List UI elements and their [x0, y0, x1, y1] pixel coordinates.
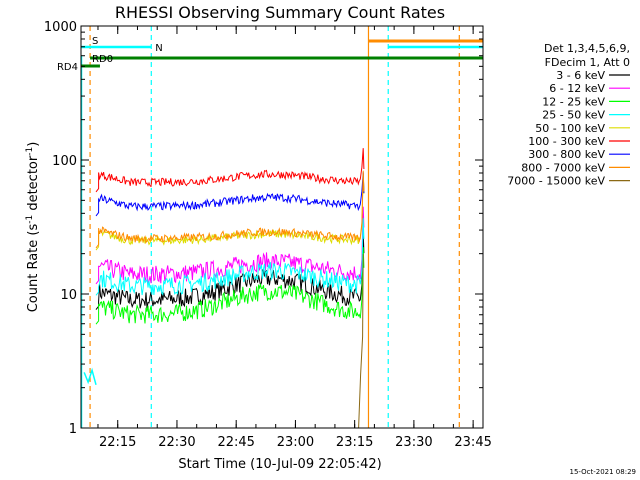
legend-label-9: 7000 - 15000 keV	[507, 175, 605, 188]
flag-saa-label: S	[92, 36, 98, 47]
x-tick-label: 23:15	[336, 435, 373, 450]
flag-night-label: N	[155, 43, 162, 54]
legend-label-5: 50 - 100 keV	[535, 122, 605, 135]
y-tick-label: 1	[69, 422, 77, 437]
x-tick-label: 23:30	[395, 435, 432, 450]
flag-rd4-label: RD4	[57, 62, 78, 73]
y-tick-label: 100	[52, 154, 77, 169]
series-line-2	[95, 206, 365, 285]
legend-header-1: Det 1,3,4,5,6,9,	[544, 42, 630, 55]
x-tick-label: 22:30	[158, 435, 195, 450]
axes: 22:15 22:30 22:45 23:00 23:15 23:30 23:45 1 10 10…	[44, 20, 492, 450]
series-line-8	[95, 170, 365, 249]
legend-label-7: 300 - 800 keV	[528, 148, 605, 161]
series-line-6	[95, 148, 365, 193]
flag-bars: S N RD0 RD4	[57, 36, 483, 73]
x-tick-label: 22:45	[217, 435, 254, 450]
legend-label-3: 12 - 25 keV	[542, 95, 605, 108]
legend-header-2: FDecim 1, Att 0	[545, 56, 630, 69]
y-tick-label: 1000	[44, 20, 77, 35]
series-line-4	[95, 218, 365, 296]
series-line-3	[95, 247, 365, 325]
legend-label-6: 100 - 300 keV	[528, 135, 605, 148]
series-lines	[83, 148, 365, 429]
x-tick-label: 23:45	[454, 435, 491, 450]
series-line-9	[358, 253, 364, 429]
y-axis-label: Count Rate (s-1 detector-1)	[25, 142, 41, 313]
legend: Det 1,3,4,5,6,9, FDecim 1, Att 0 3 - 6 k…	[507, 42, 630, 188]
series-line-7	[95, 172, 365, 217]
series-segment-25-50-early	[83, 367, 97, 386]
timestamp: 15-Oct-2021 08:29	[570, 468, 636, 476]
event-lines	[80, 26, 460, 428]
x-tick-label: 23:00	[277, 435, 314, 450]
x-axis-label: Start Time (10-Jul-09 22:05:42)	[178, 457, 381, 472]
series-line-1	[95, 232, 365, 310]
legend-label-1: 3 - 6 keV	[556, 69, 605, 82]
flag-rd0-label: RD0	[92, 54, 113, 65]
legend-label-2: 6 - 12 keV	[549, 82, 605, 95]
plot-frame	[80, 25, 484, 429]
y-tick-label: 10	[60, 288, 77, 303]
x-tick-label: 22:15	[99, 435, 136, 450]
chart-title: RHESSI Observing Summary Count Rates	[115, 3, 445, 22]
legend-label-8: 800 - 7000 keV	[521, 161, 605, 174]
legend-label-4: 25 - 50 keV	[542, 109, 605, 122]
